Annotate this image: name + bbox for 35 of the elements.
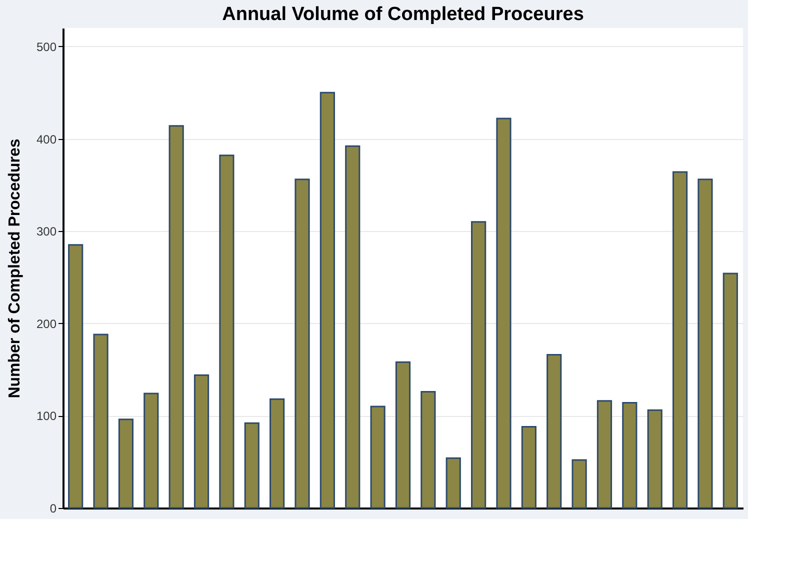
- y-tick-label: 500: [36, 40, 57, 54]
- bar: [622, 402, 638, 509]
- y-tick-label: 100: [36, 409, 57, 424]
- y-tick-label: 200: [36, 316, 57, 331]
- y-axis-title: Number of Completed Procedures: [6, 138, 24, 398]
- bar: [168, 125, 184, 509]
- bar: [698, 178, 713, 509]
- bar: [496, 118, 512, 509]
- bar: [270, 398, 285, 509]
- y-tick-label: 300: [36, 224, 57, 239]
- bar: [194, 374, 210, 509]
- bar: [345, 145, 360, 509]
- bar: [546, 354, 562, 509]
- y-tick-label: 0: [50, 502, 57, 516]
- bar: [144, 392, 159, 509]
- bar: [320, 92, 335, 509]
- y-tick-label: 400: [36, 132, 57, 146]
- bar: [471, 221, 486, 509]
- bar: [446, 457, 461, 509]
- bar: [244, 422, 260, 509]
- bar: [647, 409, 662, 509]
- bar: [596, 400, 612, 509]
- chart-title: Annual Volume of Completed Proceures: [222, 4, 584, 25]
- bar: [93, 334, 108, 509]
- bar: [722, 272, 738, 509]
- bar: [370, 406, 386, 509]
- bar: [68, 244, 84, 509]
- bar: [118, 418, 134, 509]
- bar: [572, 459, 587, 509]
- bar: [521, 426, 536, 509]
- bar: [219, 154, 234, 509]
- bar: [672, 171, 688, 509]
- bar: [395, 361, 411, 509]
- bar: [294, 178, 310, 509]
- bar: [420, 390, 436, 509]
